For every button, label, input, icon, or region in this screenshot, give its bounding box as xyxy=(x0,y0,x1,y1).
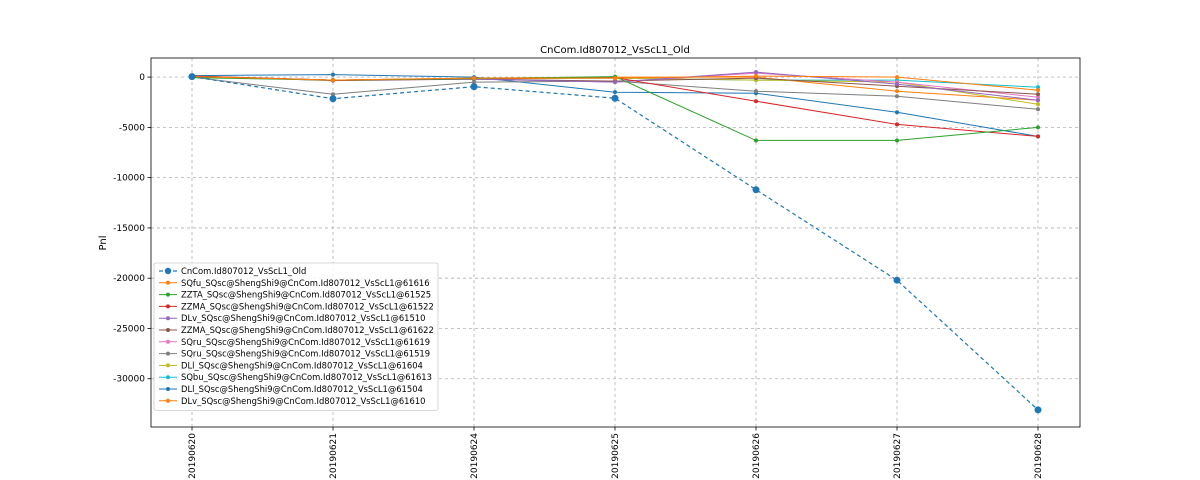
legend-marker xyxy=(166,280,170,285)
legend-marker xyxy=(166,292,170,297)
x-axis: 20190620 20190621 20190624 20190625 20190626… xyxy=(188,427,1044,479)
data-point xyxy=(1036,125,1040,130)
legend-label: DLv_SQsc@ShengShi9@CnCom.Id807012_VsScL1… xyxy=(181,313,425,323)
data-point xyxy=(331,72,335,77)
legend-label: SQru_SQsc@ShengShi9@CnCom.Id807012_VsScL… xyxy=(181,337,430,347)
legend-item: DLv_SQsc@ShengShi9@CnCom.Id807012_VsScL1… xyxy=(159,313,425,323)
data-point xyxy=(1036,134,1040,139)
legend-label: DLl_SQsc@ShengShi9@CnCom.Id807012_VsScL1… xyxy=(181,360,423,370)
data-point xyxy=(895,89,899,94)
data-point xyxy=(1036,95,1040,100)
data-point xyxy=(611,94,619,102)
legend: CnCom.Id807012_VsScL1_Old SQfu_SQsc@Sheng… xyxy=(153,262,439,412)
data-point xyxy=(754,74,758,79)
data-point xyxy=(1036,107,1040,112)
data-point xyxy=(895,110,899,115)
legend-label: SQbu_SQsc@ShengShi9@CnCom.Id807012_VsScL… xyxy=(181,372,432,382)
x-tick-label: 20190621 xyxy=(329,433,339,479)
data-point xyxy=(1036,102,1040,107)
x-tick-label: 20190620 xyxy=(188,433,198,479)
data-point xyxy=(329,95,337,103)
legend-item: SQfu_SQsc@ShengShi9@CnCom.Id807012_VsScL… xyxy=(159,278,430,288)
data-point xyxy=(613,76,617,81)
legend-label: ZZMA_SQsc@ShengShi9@CnCom.Id807012_VsScL… xyxy=(181,301,434,311)
data-point xyxy=(754,99,758,104)
legend-item: ZZMA_SQsc@ShengShi9@CnCom.Id807012_VsScL… xyxy=(159,325,434,335)
legend-label: CnCom.Id807012_VsScL1_Old xyxy=(181,266,306,276)
legend-label: DLv_SQsc@ShengShi9@CnCom.Id807012_VsScL1… xyxy=(181,396,425,406)
legend-marker xyxy=(166,316,170,321)
series-0 xyxy=(188,73,1042,414)
data-point xyxy=(1036,88,1040,93)
data-point xyxy=(188,73,196,81)
legend-label: SQfu_SQsc@ShengShi9@CnCom.Id807012_VsScL… xyxy=(181,278,430,288)
legend-item: SQru_SQsc@ShengShi9@CnCom.Id807012_VsScL… xyxy=(159,337,430,347)
legend-marker xyxy=(166,351,170,356)
y-axis: 0 -5000 -10000 -15000 -20000 -25000 -30000 xyxy=(113,73,151,385)
legend-label: ZZTA_SQsc@ShengShi9@CnCom.Id807012_VsScL… xyxy=(181,290,431,300)
data-point xyxy=(1034,406,1042,414)
legend-item: SQru_SQsc@ShengShi9@CnCom.Id807012_VsScL… xyxy=(159,349,430,359)
data-point xyxy=(895,82,899,87)
y-tick-label: -5000 xyxy=(119,123,145,133)
data-point xyxy=(331,92,335,97)
x-tick-label: 20190626 xyxy=(752,433,762,479)
legend-marker xyxy=(166,339,170,344)
legend-item: DLl_SQsc@ShengShi9@CnCom.Id807012_VsScL1… xyxy=(159,384,423,394)
x-tick-label: 20190628 xyxy=(1034,433,1044,479)
y-tick-label: -20000 xyxy=(113,274,145,284)
legend-label: ZZMA_SQsc@ShengShi9@CnCom.Id807012_VsScL… xyxy=(181,325,434,335)
data-point xyxy=(754,138,758,143)
data-point xyxy=(472,76,476,81)
data-point xyxy=(472,80,476,85)
data-point xyxy=(895,138,899,143)
legend-item: ZZMA_SQsc@ShengShi9@CnCom.Id807012_VsScL… xyxy=(159,301,434,311)
data-point xyxy=(1036,92,1040,97)
legend-box xyxy=(153,262,439,412)
legend-item: ZZTA_SQsc@ShengShi9@CnCom.Id807012_VsScL… xyxy=(159,290,431,300)
chart-title: CnCom.Id807012_VsScL1_Old xyxy=(540,45,690,56)
data-point xyxy=(613,90,617,95)
x-tick-label: 20190625 xyxy=(611,433,621,479)
legend-marker xyxy=(166,398,170,403)
y-tick-label: 0 xyxy=(139,73,145,83)
y-axis-label: Pnl xyxy=(98,236,109,251)
data-point xyxy=(895,94,899,99)
data-point xyxy=(752,186,760,194)
data-point xyxy=(1036,85,1040,90)
data-point xyxy=(613,80,617,85)
legend-marker xyxy=(166,375,170,380)
data-point xyxy=(331,78,335,83)
data-point xyxy=(1036,98,1040,103)
data-point xyxy=(754,70,758,75)
legend-item: CnCom.Id807012_VsScL1_Old xyxy=(159,266,306,276)
legend-item: DLl_SQsc@ShengShi9@CnCom.Id807012_VsScL1… xyxy=(159,360,423,370)
y-tick-label: -30000 xyxy=(113,375,145,385)
y-tick-label: -10000 xyxy=(113,174,145,184)
plot-frame xyxy=(150,57,1081,428)
series-layer xyxy=(188,70,1042,414)
legend-marker xyxy=(166,387,170,391)
data-point xyxy=(895,122,899,127)
legend-marker xyxy=(164,267,172,275)
y-tick-label: -15000 xyxy=(113,224,145,234)
legend-label: DLl_SQsc@ShengShi9@CnCom.Id807012_VsScL1… xyxy=(181,384,423,394)
data-point xyxy=(754,89,758,94)
legend-item: SQbu_SQsc@ShengShi9@CnCom.Id807012_VsScL… xyxy=(159,372,432,382)
legend-marker xyxy=(166,328,170,332)
legend-item: DLv_SQsc@ShengShi9@CnCom.Id807012_VsScL1… xyxy=(159,396,425,406)
x-tick-label: 20190624 xyxy=(470,433,480,479)
legend-marker xyxy=(166,304,170,309)
legend-marker xyxy=(166,363,170,368)
x-tick-label: 20190627 xyxy=(893,433,903,479)
data-point xyxy=(470,83,478,91)
data-point xyxy=(895,75,899,80)
data-point xyxy=(893,276,901,284)
y-tick-label: -25000 xyxy=(113,324,145,334)
legend-label: SQru_SQsc@ShengShi9@CnCom.Id807012_VsScL… xyxy=(181,349,430,359)
